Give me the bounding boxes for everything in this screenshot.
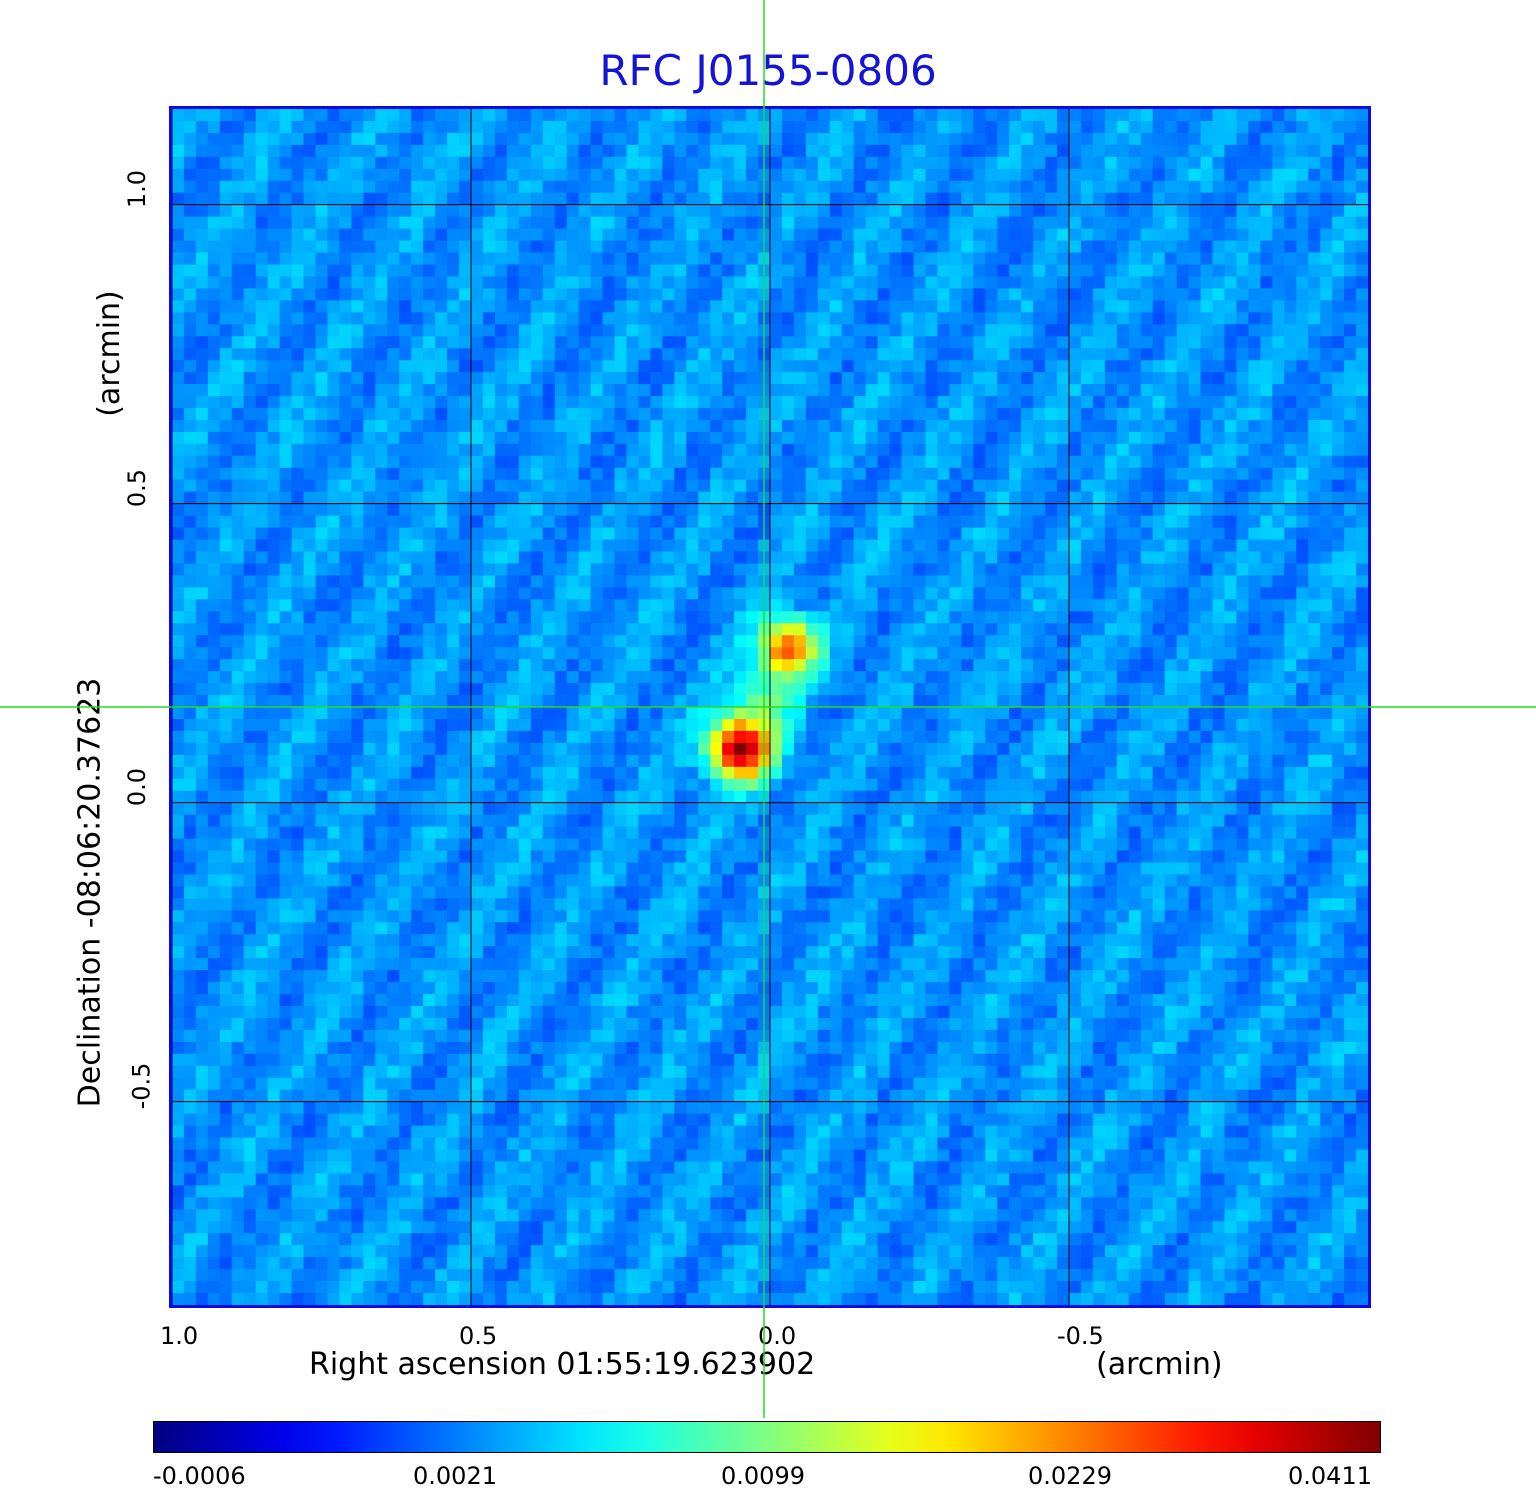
y-tick-label: 0.5: [123, 468, 152, 507]
heatmap-plot-area: [169, 106, 1371, 1308]
colorbar-tick-label: -0.0006: [153, 1462, 246, 1490]
x-tick-label: 0.0: [758, 1322, 797, 1350]
y-axis-label: Declination -08:06:20.37623: [72, 677, 108, 1108]
y-axis-unit: (arcmin): [91, 290, 127, 417]
x-axis-unit: (arcmin): [1096, 1347, 1223, 1382]
chart-title: RFC J0155-0806: [599, 46, 937, 95]
y-tick-label: 1.0: [123, 169, 152, 208]
colorbar-tick-label: 0.0021: [413, 1462, 497, 1490]
colorbar-tick-label: 0.0411: [1288, 1462, 1372, 1490]
x-tick-label: 1.0: [160, 1322, 199, 1350]
y-tick-label: 0.0: [123, 767, 152, 806]
heatmap-pixels: [172, 109, 1368, 1305]
x-axis-label: Right ascension 01:55:19.623902: [309, 1347, 816, 1382]
colorbar-tick-label: 0.0099: [721, 1462, 805, 1490]
colorbar: [153, 1421, 1381, 1453]
heatmap-svg: [172, 109, 1368, 1305]
x-tick-label: 0.5: [459, 1322, 498, 1350]
x-tick-label: -0.5: [1057, 1322, 1104, 1350]
colorbar-tick-label: 0.0229: [1028, 1462, 1112, 1490]
y-tick-label: -0.5: [127, 1062, 156, 1110]
